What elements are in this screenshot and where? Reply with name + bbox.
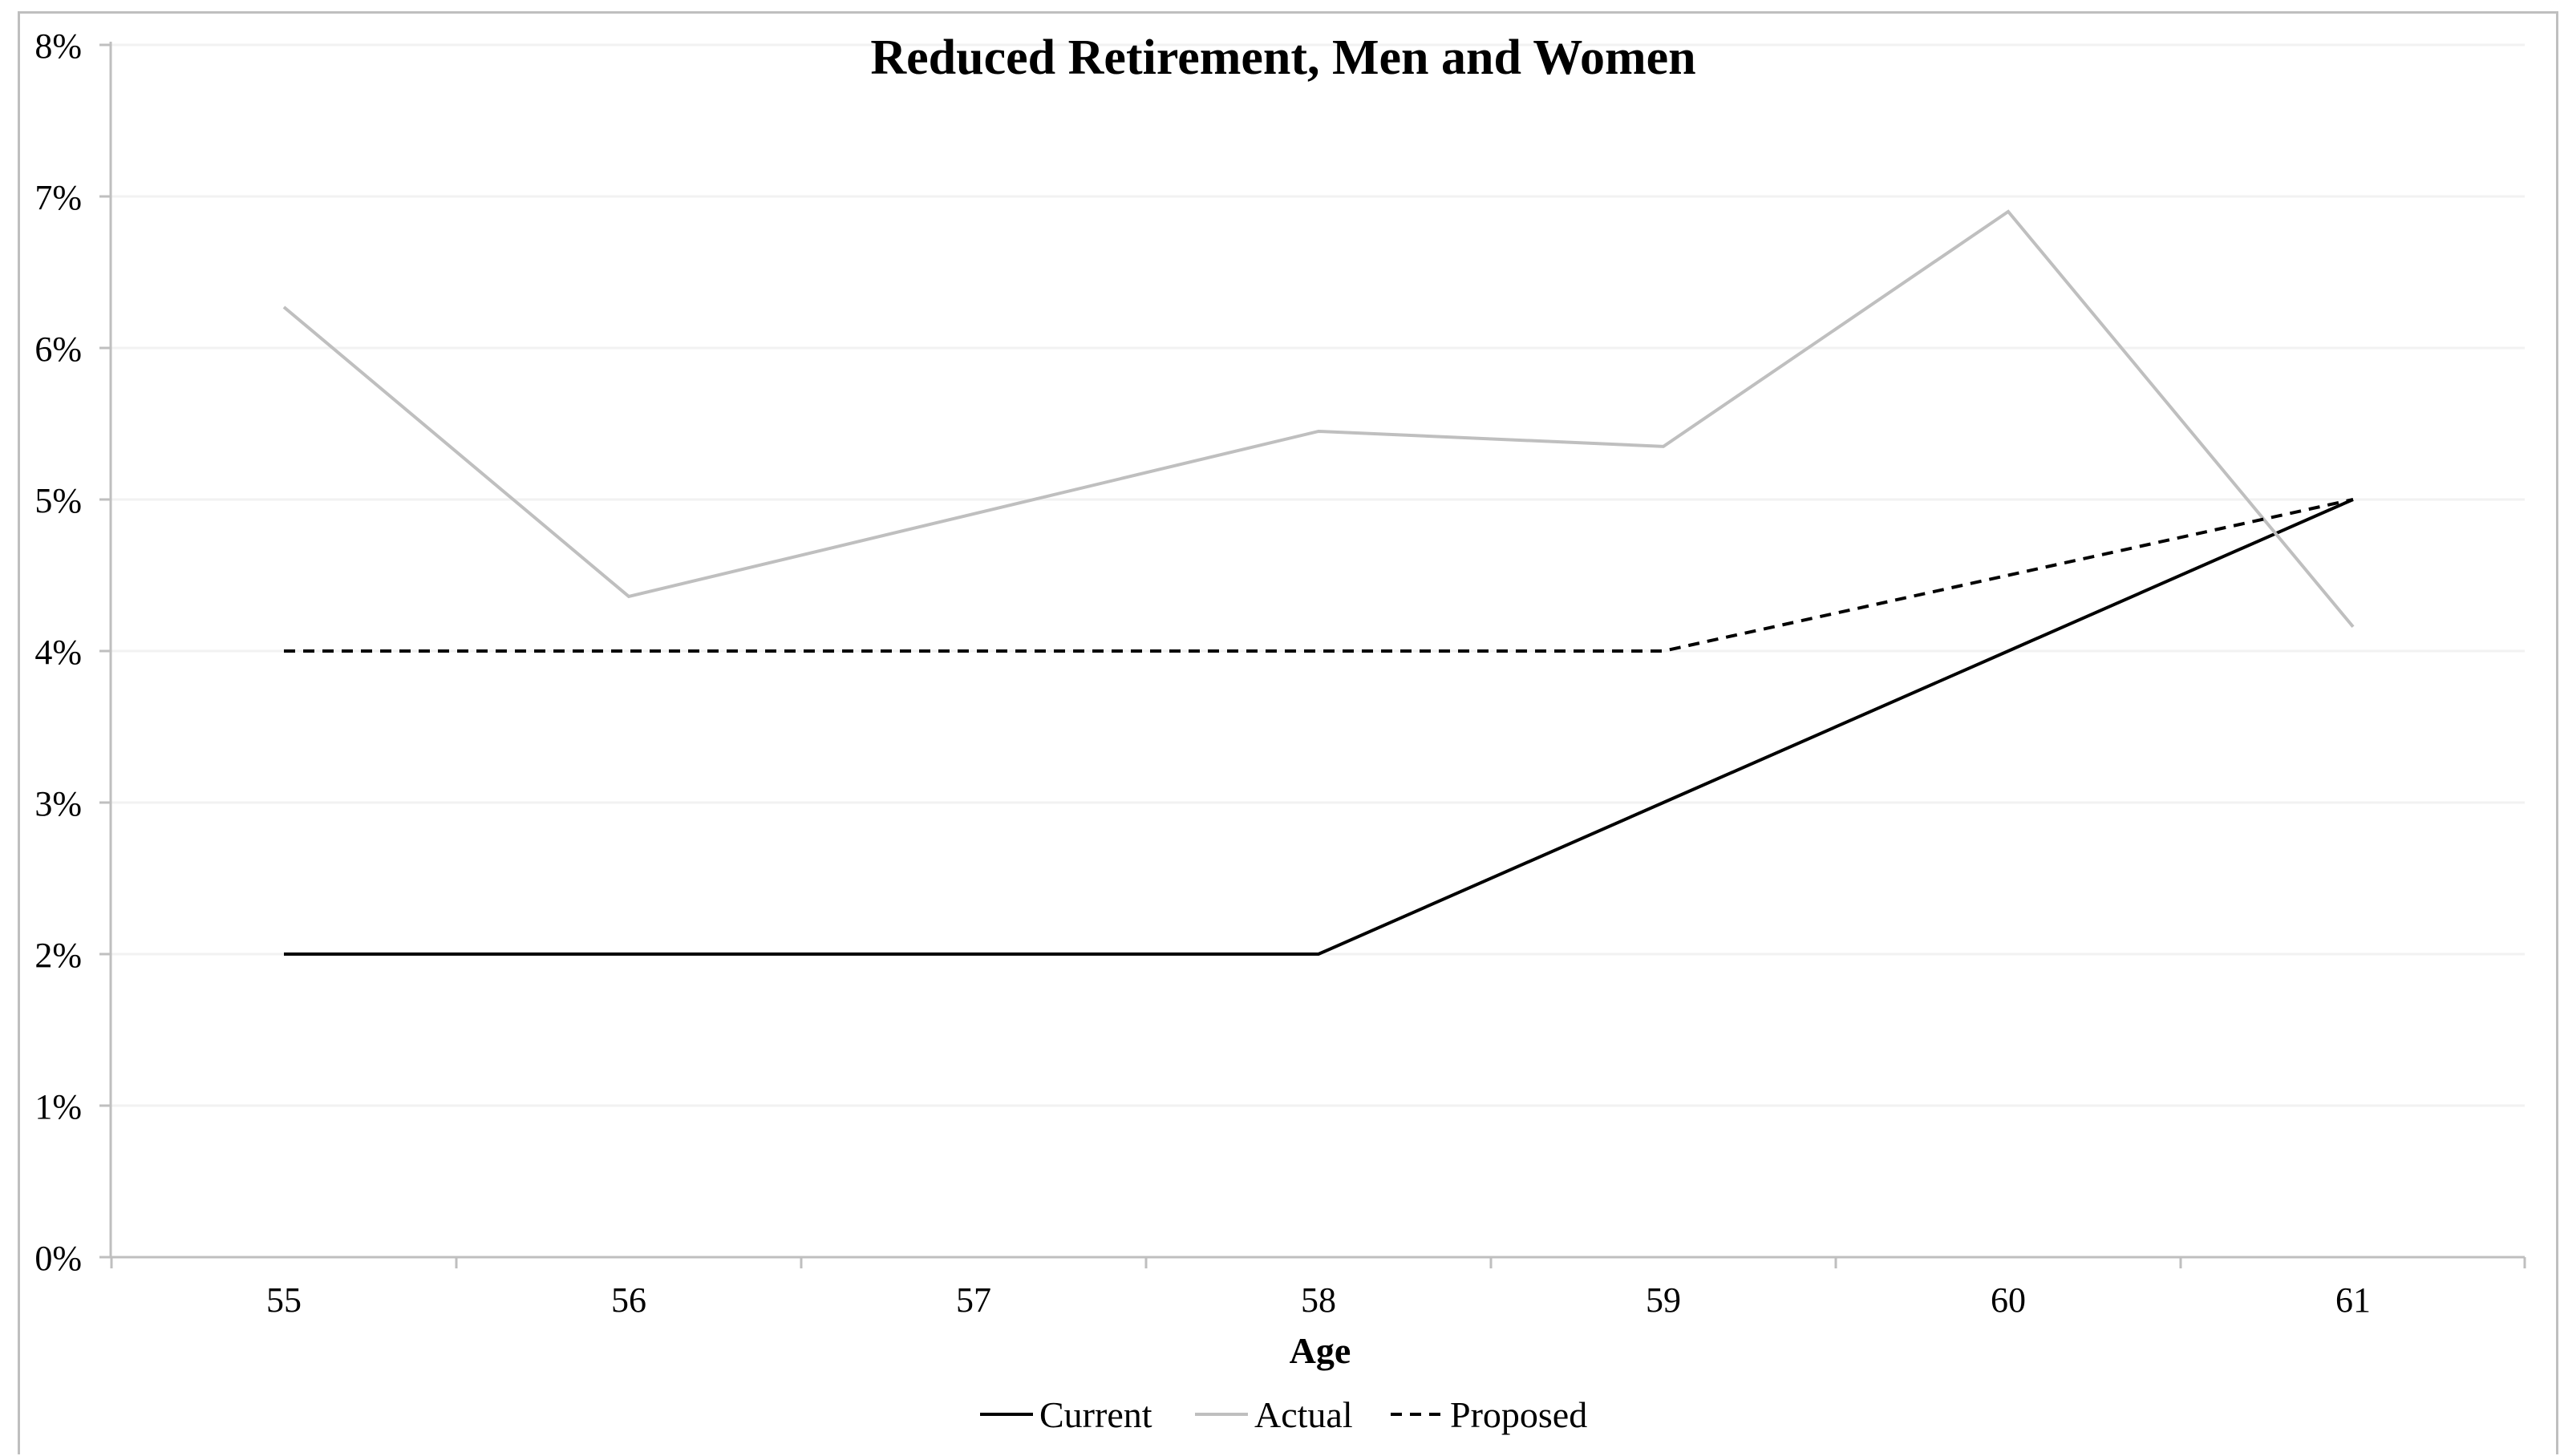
- y-tick-label: 8%: [34, 26, 82, 66]
- legend: Current Actual Proposed: [980, 1394, 1587, 1435]
- x-tick-label: 59: [1646, 1280, 1681, 1320]
- x-tick-label: 58: [1301, 1280, 1336, 1320]
- series-lines: [282, 209, 2355, 956]
- axes: [99, 42, 2526, 1268]
- series-line-actual: [282, 209, 2355, 629]
- y-tick-label: 1%: [34, 1087, 82, 1126]
- y-tick-label: 2%: [34, 936, 82, 975]
- series-line-proposed: [284, 498, 2354, 653]
- y-tick-label: 5%: [34, 481, 82, 520]
- series-line-current: [284, 498, 2354, 956]
- x-axis-title: Age: [1290, 1330, 1351, 1371]
- legend-label-actual: Actual: [1254, 1394, 1353, 1435]
- y-tick-label: 3%: [34, 784, 82, 823]
- y-tick-label: 6%: [34, 330, 82, 369]
- x-tick-label: 56: [611, 1280, 646, 1320]
- x-tick-label: 55: [266, 1280, 302, 1320]
- legend-label-proposed: Proposed: [1450, 1394, 1587, 1435]
- tick-labels: 0% 1% 2% 3% 4% 5% 6% 7% 8% 55 56 57 58 59 60 61: [34, 26, 2371, 1320]
- y-tick-label: 7%: [34, 178, 82, 217]
- chart-frame: [18, 11, 2558, 1454]
- x-tick-label: 61: [2335, 1280, 2371, 1320]
- x-tick-label: 60: [1991, 1280, 2026, 1320]
- gridlines: [111, 43, 2525, 1107]
- y-tick-label: 0%: [34, 1239, 82, 1278]
- legend-label-current: Current: [1039, 1394, 1152, 1435]
- chart-title: Reduced Retirement, Men and Women: [870, 30, 1695, 85]
- x-tick-label: 57: [956, 1280, 991, 1320]
- y-tick-label: 4%: [34, 633, 82, 672]
